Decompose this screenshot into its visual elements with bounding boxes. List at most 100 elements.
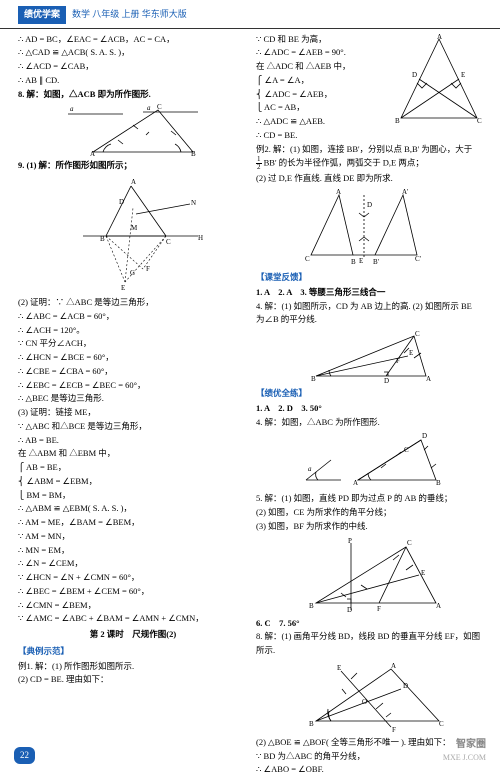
triangle-multi-icon: B A C P D E F <box>291 535 451 615</box>
watermark: 智家圈 MXE J.COM <box>443 737 486 764</box>
content-columns: ∴ AD = BC，∠EAC = ∠ACB，AC = CA， ∴ △CAD ≌ … <box>0 29 500 777</box>
proof-line: ⎩ BM = BM， <box>18 489 248 502</box>
svg-text:A: A <box>437 33 442 41</box>
proof-line: ∴ AB = BE. <box>18 434 248 447</box>
triangle-lines-icon: B A C D E F <box>296 328 446 383</box>
triangle-heights-icon: A B C D E <box>391 33 486 125</box>
page-number: 22 <box>14 747 35 765</box>
section-feedback: 【课堂反馈】 <box>256 271 486 284</box>
diagram-e2: A A' B B' C C' D E <box>256 187 486 267</box>
svg-text:E: E <box>359 257 363 265</box>
q4a: 4. 解：(1) 如图所示，CD 为 AB 边上的高. (2) 如图所示 BE <box>256 300 486 313</box>
svg-text:B: B <box>309 720 314 728</box>
svg-text:D: D <box>422 432 427 440</box>
q-g4: 4. 解：如图，△ABC 为所作图形. <box>256 416 486 429</box>
proof-line: (3) 证明：链接 ME， <box>18 406 248 419</box>
ex2-b: 12 BB' 的长为半径作弧，两弧交于 D,E 两点； <box>256 156 486 171</box>
svg-text:O: O <box>362 698 367 706</box>
svg-text:C: C <box>415 330 420 338</box>
svg-text:H: H <box>198 234 203 242</box>
proof-line: ∴ △ADC ≌ △AEB. <box>256 115 387 128</box>
section-practice: 【绩优全练】 <box>256 387 486 400</box>
svg-text:E: E <box>461 71 465 79</box>
svg-text:F: F <box>146 265 150 273</box>
proof-line: ∵ CN 平分∠ACH， <box>18 337 248 350</box>
svg-text:A: A <box>353 479 358 487</box>
proof-line: ∴ △BEC 是等边三角形. <box>18 392 248 405</box>
svg-text:F: F <box>377 605 381 613</box>
svg-text:B: B <box>351 258 356 266</box>
triangle-icon: a a C A B <box>63 102 203 157</box>
proof-line: ∵ △ABC 和△BCE 是等边三角形， <box>18 420 248 433</box>
diagram-q8: a a C A B <box>18 102 248 157</box>
proof-line: 在 △ADC 和 △AEB 中， <box>256 60 387 73</box>
svg-text:C: C <box>157 103 162 111</box>
svg-text:N: N <box>191 199 196 207</box>
proof-line: ⎨ ∠ABM = ∠EBM， <box>18 475 248 488</box>
reflection-construction-icon: A A' B B' C C' D E <box>291 187 451 267</box>
svg-text:D: D <box>119 198 124 206</box>
svg-text:D: D <box>412 71 417 79</box>
q-g5a: 5. 解：(1) 如图，直线 PD 即为过点 P 的 AB 的垂线； <box>256 492 486 505</box>
svg-text:B: B <box>395 117 400 125</box>
svg-text:B: B <box>311 375 316 383</box>
diagram-g5: B A C P D E F <box>256 535 486 615</box>
svg-text:D: D <box>347 606 352 614</box>
bisector-construction-icon: B C A D E F O <box>291 659 451 734</box>
answers-line: 1. A 2. A 3. 等腰三角形三线合一 <box>256 286 486 299</box>
section-example: 【典例示范】 <box>18 645 248 658</box>
proof-line: ∵ ∠HCN = ∠N + ∠CMN = 60°， <box>18 571 248 584</box>
proof-line: ∴ ∠HCN = ∠BCE = 60°， <box>18 351 248 364</box>
proof-line: ∴ ∠ACH = 120°。 <box>18 324 248 337</box>
svg-text:E: E <box>337 664 341 672</box>
lesson-title: 第 2 课时 尺规作图(2) <box>18 628 248 641</box>
header-text: 数学 八年级 上册 华东师大版 <box>72 8 187 22</box>
watermark-url: MXE J.COM <box>443 752 486 764</box>
right-column: ∵ CD 和 BE 为高， ∴ ∠ADC = ∠AEB = 90°. 在 △AD… <box>256 33 486 777</box>
proof-line: ∴ ∠EBC = ∠ECB = ∠BEC = 60°， <box>18 379 248 392</box>
proof-line: ⎨ ∠ADC = ∠AEB， <box>256 88 387 101</box>
svg-text:D: D <box>367 201 372 209</box>
proof-line: ∴ AB ∥ CD. <box>18 74 248 87</box>
svg-text:D: D <box>384 377 389 383</box>
proof-line: ∴ ∠N = ∠CEM， <box>18 557 248 570</box>
page-header: 绩优学案 数学 八年级 上册 华东师大版 <box>0 0 500 29</box>
q9-label: 9. (1) 解：所作图形如图所示； <box>18 159 248 172</box>
proof-line: ∴ ∠CMN = ∠BEM， <box>18 599 248 612</box>
svg-text:C: C <box>439 720 444 728</box>
q4b: 为∠B 的平分线. <box>256 313 486 326</box>
answers-g67: 6. C 7. 56° <box>256 617 486 630</box>
svg-text:E: E <box>421 569 425 577</box>
svg-text:C': C' <box>415 255 421 263</box>
q-g5c: (3) 如图，BF 为所求作的中线. <box>256 520 486 533</box>
diagram-q9: A B C D M N H F E G <box>18 174 248 294</box>
proof-line: ∵ ∠AMC = ∠ABC + ∠BAM = ∠AMN + ∠CMN， <box>18 612 248 625</box>
left-column: ∴ AD = BC，∠EAC = ∠ACB，AC = CA， ∴ △CAD ≌ … <box>18 33 248 777</box>
svg-text:F: F <box>396 357 400 365</box>
diagram-g4: a A B C D <box>256 430 486 490</box>
proof-line: ∴ ∠ABC = ∠ACB = 60°， <box>18 310 248 323</box>
svg-text:a: a <box>147 104 151 112</box>
svg-text:B: B <box>100 235 105 243</box>
svg-text:E: E <box>409 349 413 357</box>
proof-line: ∴ MN = EM， <box>18 544 248 557</box>
q-g5b: (2) 如图，CE 为所求作的角平分线； <box>256 506 486 519</box>
proof-line: ⎩ AC = AB， <box>256 101 387 114</box>
proof-line: ∴ ∠BEC = ∠BEM + ∠CEM = 60°， <box>18 585 248 598</box>
proof-line: ∴ ∠ADC = ∠AEB = 90°. <box>256 46 387 59</box>
ex2-c: (2) 过 D,E 作直线. 直线 DE 即为所求. <box>256 172 486 185</box>
proof-line: ∴ AD = BC，∠EAC = ∠ACB，AC = CA， <box>18 33 248 46</box>
svg-text:M: M <box>131 224 138 232</box>
watermark-title: 智家圈 <box>443 737 486 752</box>
proof-line: (2) 证明：∵ △ABC 是等边三角形， <box>18 296 248 309</box>
svg-text:A: A <box>90 150 95 157</box>
svg-text:A: A <box>336 188 341 196</box>
svg-text:A: A <box>391 662 396 670</box>
svg-text:C: C <box>407 539 412 547</box>
svg-text:B: B <box>191 150 196 157</box>
proof-line: ∴ AM = ME，∠BAM = ∠BEM， <box>18 516 248 529</box>
svg-text:A: A <box>436 602 441 610</box>
angle-construction-icon: a A B C D <box>296 430 446 490</box>
svg-text:B': B' <box>373 258 379 266</box>
svg-text:C: C <box>305 255 310 263</box>
